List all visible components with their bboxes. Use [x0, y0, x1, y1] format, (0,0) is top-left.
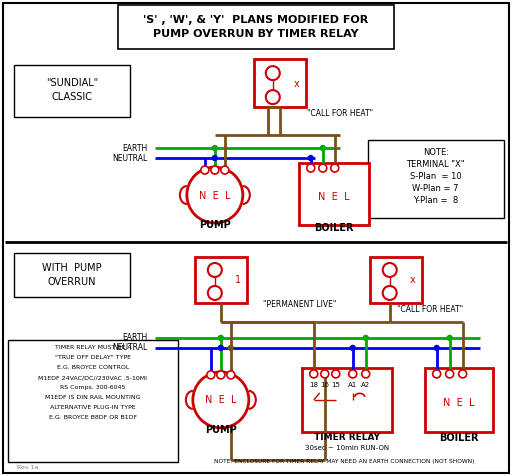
Text: TIMER RELAY: TIMER RELAY: [314, 433, 380, 442]
Circle shape: [350, 346, 355, 350]
Circle shape: [208, 263, 222, 277]
Circle shape: [331, 164, 339, 172]
Bar: [424, 368, 493, 432]
Bar: [368, 140, 504, 218]
Text: EARTH: EARTH: [123, 333, 148, 342]
Text: PUMP: PUMP: [205, 425, 237, 435]
Text: BOILER: BOILER: [439, 433, 478, 443]
Circle shape: [362, 370, 370, 378]
Text: N  E  L: N E L: [205, 395, 237, 405]
Circle shape: [212, 156, 217, 160]
Circle shape: [227, 371, 235, 379]
Circle shape: [228, 346, 233, 350]
Text: WITH  PUMP: WITH PUMP: [42, 263, 102, 273]
Circle shape: [310, 370, 318, 378]
Text: NEUTRAL: NEUTRAL: [113, 343, 148, 352]
Circle shape: [319, 164, 327, 172]
Circle shape: [321, 146, 325, 150]
Bar: [370, 257, 422, 303]
Text: x: x: [294, 79, 300, 89]
Text: Y-Plan =  8: Y-Plan = 8: [413, 196, 458, 205]
Circle shape: [193, 372, 249, 428]
Text: M1EDF IS DIN RAIL MOUNTING: M1EDF IS DIN RAIL MOUNTING: [45, 396, 141, 400]
Text: A1: A1: [348, 382, 357, 388]
Text: S-Plan  = 10: S-Plan = 10: [410, 171, 461, 180]
Circle shape: [201, 166, 209, 174]
Text: "CALL FOR HEAT": "CALL FOR HEAT": [397, 306, 463, 315]
Circle shape: [212, 146, 217, 150]
Bar: [299, 163, 369, 225]
Circle shape: [187, 167, 243, 223]
Circle shape: [207, 371, 215, 379]
Text: 15: 15: [331, 382, 340, 388]
Text: NOTE: ENCLOSURE FOR TIMER RELAY MAY NEED AN EARTH CONNECTION (NOT SHOWN): NOTE: ENCLOSURE FOR TIMER RELAY MAY NEED…: [215, 459, 475, 464]
Text: 'S' , 'W', & 'Y'  PLANS MODIFIED FOR: 'S' , 'W', & 'Y' PLANS MODIFIED FOR: [143, 15, 369, 25]
Text: OVERRUN: OVERRUN: [48, 277, 96, 287]
Circle shape: [208, 286, 222, 300]
Text: 1: 1: [235, 275, 241, 285]
Text: M1EDF 24VAC/DC//230VAC .5-10MI: M1EDF 24VAC/DC//230VAC .5-10MI: [38, 376, 147, 380]
Text: N  E  L: N E L: [199, 191, 230, 201]
Text: "SUNDIAL": "SUNDIAL": [46, 78, 98, 88]
Text: PUMP: PUMP: [199, 220, 231, 230]
Circle shape: [218, 336, 223, 340]
Circle shape: [321, 370, 329, 378]
Bar: [14, 65, 130, 117]
Bar: [195, 257, 247, 303]
Text: RS Comps. 300-6045: RS Comps. 300-6045: [60, 386, 125, 390]
Text: N  E  L: N E L: [443, 398, 475, 408]
Text: ALTERNATIVE PLUG-IN TYPE: ALTERNATIVE PLUG-IN TYPE: [50, 406, 136, 410]
Circle shape: [307, 164, 315, 172]
Text: BOILER: BOILER: [314, 223, 353, 233]
Text: x: x: [410, 275, 416, 285]
Circle shape: [433, 370, 441, 378]
Circle shape: [266, 90, 280, 104]
Circle shape: [447, 336, 452, 340]
Circle shape: [332, 370, 340, 378]
Text: 18: 18: [309, 382, 318, 388]
Text: TERMINAL "X": TERMINAL "X": [407, 159, 465, 169]
Text: 30sec ~ 10min RUN-ON: 30sec ~ 10min RUN-ON: [305, 445, 389, 451]
Text: EARTH: EARTH: [123, 144, 148, 153]
Circle shape: [459, 370, 466, 378]
Text: TIMER RELAY MUST BE A: TIMER RELAY MUST BE A: [55, 346, 131, 350]
Circle shape: [382, 286, 397, 300]
Text: 16: 16: [321, 382, 329, 388]
Bar: [8, 340, 178, 462]
Circle shape: [266, 66, 280, 80]
Text: "PERMANENT LIVE": "PERMANENT LIVE": [263, 300, 336, 309]
Text: N  E  L: N E L: [318, 192, 350, 202]
Bar: [14, 253, 130, 297]
Text: CLASSIC: CLASSIC: [51, 92, 93, 102]
Circle shape: [445, 370, 454, 378]
Circle shape: [221, 166, 229, 174]
Bar: [254, 59, 306, 107]
Circle shape: [211, 166, 219, 174]
Text: E.G. BROYCE CONTROL: E.G. BROYCE CONTROL: [57, 366, 129, 370]
Text: E.G. BROYCE B8DF OR B1DF: E.G. BROYCE B8DF OR B1DF: [49, 416, 137, 420]
Text: NEUTRAL: NEUTRAL: [113, 154, 148, 163]
Text: PUMP OVERRUN BY TIMER RELAY: PUMP OVERRUN BY TIMER RELAY: [153, 29, 358, 39]
Bar: [302, 368, 392, 432]
Text: "CALL FOR HEAT": "CALL FOR HEAT": [307, 109, 373, 118]
Text: W-Plan = 7: W-Plan = 7: [413, 184, 459, 192]
Bar: [118, 5, 394, 49]
Text: "TRUE OFF DELAY" TYPE: "TRUE OFF DELAY" TYPE: [55, 356, 131, 360]
Text: NOTE:: NOTE:: [423, 148, 449, 157]
Circle shape: [308, 156, 313, 160]
Text: Rev 1a: Rev 1a: [17, 466, 39, 470]
Circle shape: [217, 371, 225, 379]
Circle shape: [363, 336, 368, 340]
Circle shape: [349, 370, 357, 378]
Text: A2: A2: [361, 382, 370, 388]
Circle shape: [434, 346, 439, 350]
Circle shape: [382, 263, 397, 277]
Circle shape: [218, 346, 223, 350]
